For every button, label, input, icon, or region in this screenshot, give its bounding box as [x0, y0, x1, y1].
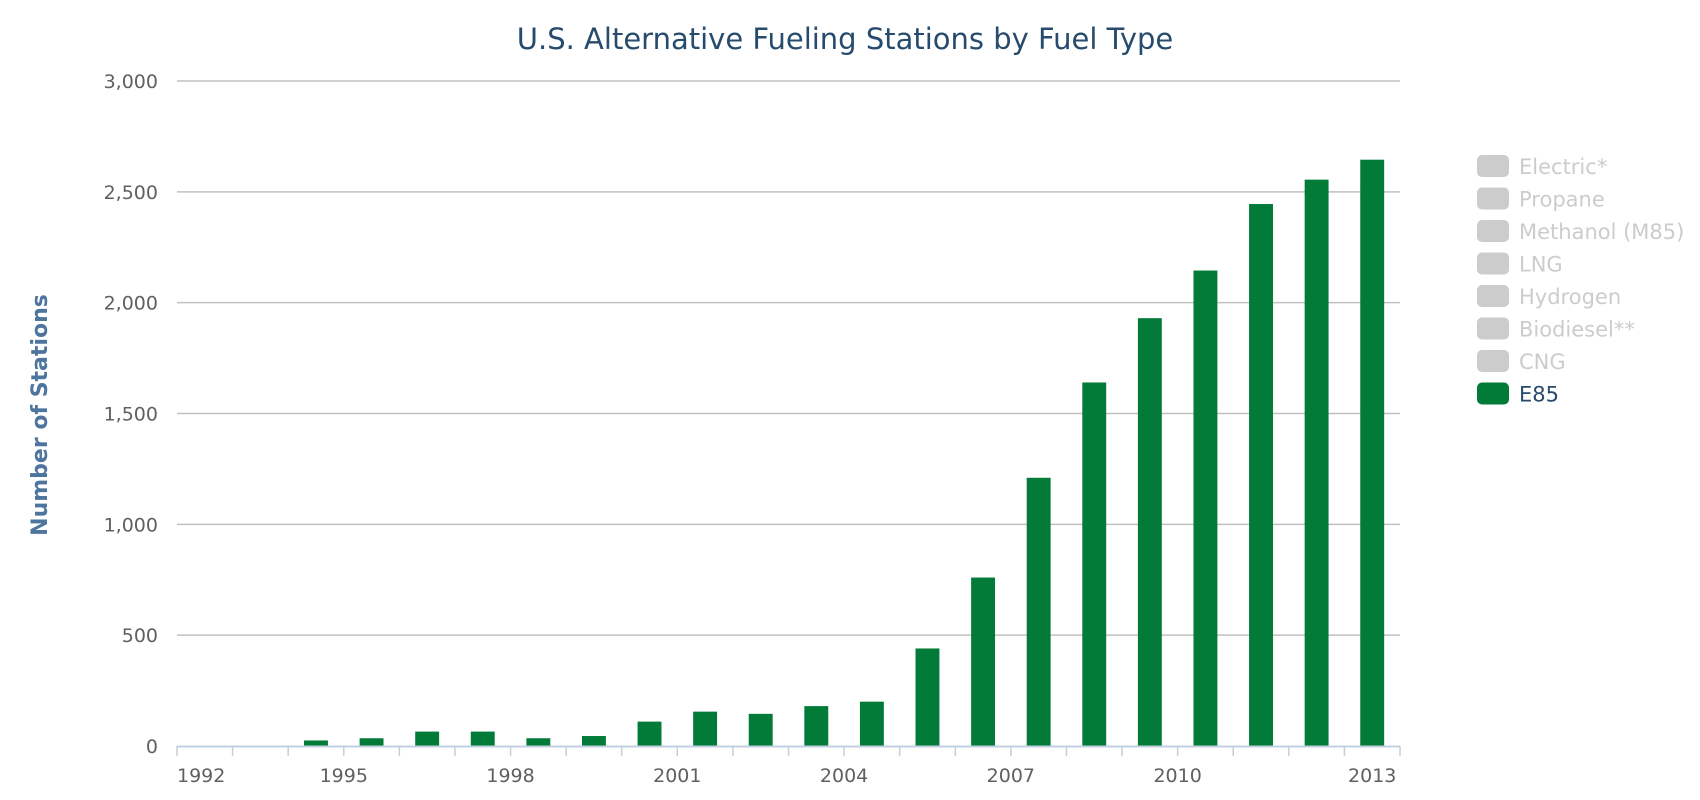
bar-2003[interactable] [804, 706, 829, 746]
x-tick-label: 2007 [987, 765, 1035, 787]
legend-swatch [1477, 155, 1509, 177]
legend-swatch [1477, 220, 1509, 242]
legend-label: Electric* [1519, 155, 1607, 179]
bar-2005[interactable] [915, 648, 940, 746]
legend-label: Methanol (M85) [1519, 220, 1684, 244]
bar-2000[interactable] [637, 721, 662, 746]
chart-title: U.S. Alternative Fueling Stations by Fue… [517, 22, 1173, 56]
legend-item[interactable]: Propane [1477, 187, 1605, 212]
legend-swatch [1477, 382, 1509, 405]
legend-item[interactable]: Methanol (M85) [1477, 220, 1684, 244]
y-tick-label: 1,000 [104, 514, 158, 536]
y-tick-label: 1,500 [104, 404, 158, 426]
legend-swatch [1477, 187, 1509, 210]
bar-2004[interactable] [859, 701, 884, 746]
x-tick-label: 2004 [820, 765, 868, 787]
x-tick-label: 1992 [177, 765, 225, 787]
legend-label: Propane [1519, 188, 1605, 212]
legend-label: CNG [1519, 350, 1566, 374]
x-tick-label: 2010 [1153, 765, 1201, 787]
legend-item[interactable]: E85 [1477, 382, 1559, 407]
bar-1997[interactable] [470, 731, 495, 746]
y-axis-ticks: 0 500 1,000 1,500 2,000 2,500 3,000 [104, 71, 158, 758]
legend-swatch [1477, 285, 1509, 307]
legend-label: Hydrogen [1519, 285, 1621, 309]
legend-item[interactable]: LNG [1477, 252, 1563, 277]
bars[interactable] [304, 159, 1385, 747]
y-tick-label: 3,000 [104, 71, 158, 93]
bar-2007[interactable] [1026, 477, 1051, 746]
legend-item[interactable]: Electric* [1477, 155, 1607, 179]
bar-2013[interactable] [1360, 159, 1385, 747]
legend-item[interactable]: Hydrogen [1477, 285, 1621, 309]
bar-2010[interactable] [1193, 270, 1218, 746]
y-tick-label: 0 [146, 736, 158, 758]
x-tick-label: 2013 [1348, 765, 1396, 787]
y-tick-label: 2,000 [104, 293, 158, 315]
y-axis-label: Number of Stations [28, 294, 53, 536]
bar-1995[interactable] [359, 738, 384, 746]
bar-2011[interactable] [1249, 204, 1273, 746]
bar-2002[interactable] [748, 713, 773, 746]
legend-swatch [1477, 317, 1509, 340]
x-axis [176, 745, 1401, 756]
legend-swatch [1477, 350, 1509, 372]
y-tick-label: 2,500 [104, 182, 158, 204]
bar-1999[interactable] [581, 736, 606, 746]
legend-label: LNG [1519, 253, 1563, 277]
x-tick-label: 1998 [486, 765, 534, 787]
bar-1998[interactable] [526, 738, 551, 746]
bar-2009[interactable] [1137, 318, 1162, 746]
bar-2012[interactable] [1304, 179, 1329, 746]
y-tick-label: 500 [122, 625, 158, 647]
bar-1996[interactable] [415, 731, 440, 746]
bar-2006[interactable] [971, 577, 996, 746]
x-axis-ticks: 1992 1995 1998 2001 2004 2007 2010 2013 [177, 765, 1396, 787]
x-tick-label: 2001 [653, 765, 701, 787]
legend-label: E85 [1519, 383, 1559, 407]
legend[interactable]: Electric* Propane Methanol (M85) LNG Hydroge… [1477, 155, 1684, 407]
legend-item[interactable]: CNG [1477, 350, 1566, 374]
x-tick-label: 1995 [320, 765, 368, 787]
bar-2008[interactable] [1082, 382, 1107, 746]
bar-2001[interactable] [693, 711, 718, 746]
bar-1994[interactable] [304, 740, 328, 746]
legend-item[interactable]: Biodiesel** [1477, 317, 1635, 342]
legend-label: Biodiesel** [1519, 318, 1635, 342]
legend-swatch [1477, 252, 1509, 275]
